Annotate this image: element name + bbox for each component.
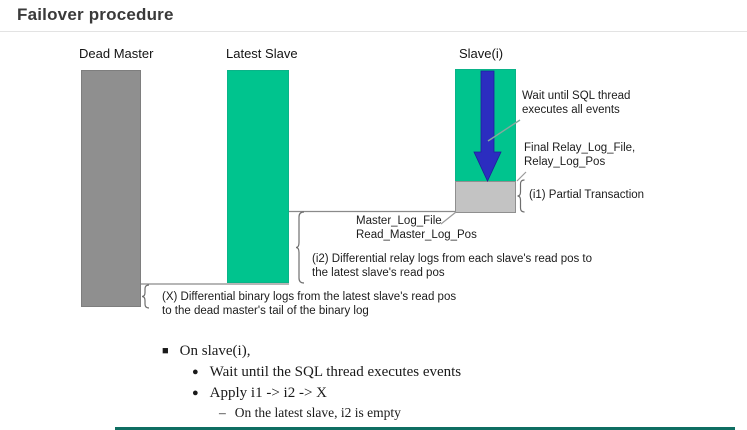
annotation-line: (i2) Differential relay logs from each s… [312,253,593,265]
i2-differential-relay-annotation: (i2) Differential relay logs from each s… [312,252,592,280]
annotation-line: (X) Differential binary logs from the la… [162,291,457,303]
annotation-line: to the dead master's tail of the binary … [162,305,369,317]
square-bullet-icon: ■ [162,345,169,357]
round-bullet-icon: ● [192,387,199,399]
annotation-line: the latest slave's read pos [312,267,445,279]
round-bullet-icon: ● [192,366,199,378]
annotation-line: Relay_Log_Pos [524,156,606,168]
latest-slave-label: Latest Slave [226,46,298,61]
x-brace [141,284,150,309]
wait-until-sql-annotation: Wait until SQL thread executes all event… [522,89,630,117]
final-relay-annotation: Final Relay_Log_File, Relay_Log_Pos [524,141,635,169]
note-wait-sql-thread: ● Wait until the SQL thread executes eve… [192,364,461,381]
i1-partial-transaction-annotation: (i1) Partial Transaction [529,189,645,201]
note-text: Apply i1 -> i2 -> X [209,385,327,401]
dead-master-label: Dead Master [79,46,154,61]
slave-i-partial-transaction-box [455,181,516,213]
dead-master-bar [81,70,141,307]
annotation-line: Wait until SQL thread [522,90,631,102]
slave-i-bar [455,69,516,182]
i1-brace [517,179,525,213]
note-on-slave-i: ■ On slave(i), [162,343,250,360]
dash-bullet-icon: – [219,405,226,420]
note-text: On the latest slave, i2 is empty [234,405,401,420]
annotation-line: Final Relay_Log_File, [524,142,636,154]
annotation-line: executes all events [522,104,620,116]
slave-i-label: Slave(i) [459,46,504,61]
title-divider [0,31,747,32]
annotation-line: Master_Log_File [356,215,442,227]
annotation-line: Read_Master_Log_Pos [356,229,477,241]
note-text: Wait until the SQL thread executes event… [209,364,462,380]
final-relay-leader-line [516,171,527,182]
x-differential-binary-annotation: (X) Differential binary logs from the la… [162,290,456,318]
page-title: Failover procedure [17,5,174,24]
note-text: On slave(i), [179,343,251,359]
note-apply-order: ● Apply i1 -> i2 -> X [192,385,327,402]
master-log-annotation: Master_Log_File Read_Master_Log_Pos [356,214,477,242]
i2-brace [295,211,305,284]
latest-slave-bar [227,70,289,283]
note-latest-slave-i2-empty: – On the latest slave, i2 is empty [219,405,401,421]
slide-bottom-edge [115,427,735,430]
